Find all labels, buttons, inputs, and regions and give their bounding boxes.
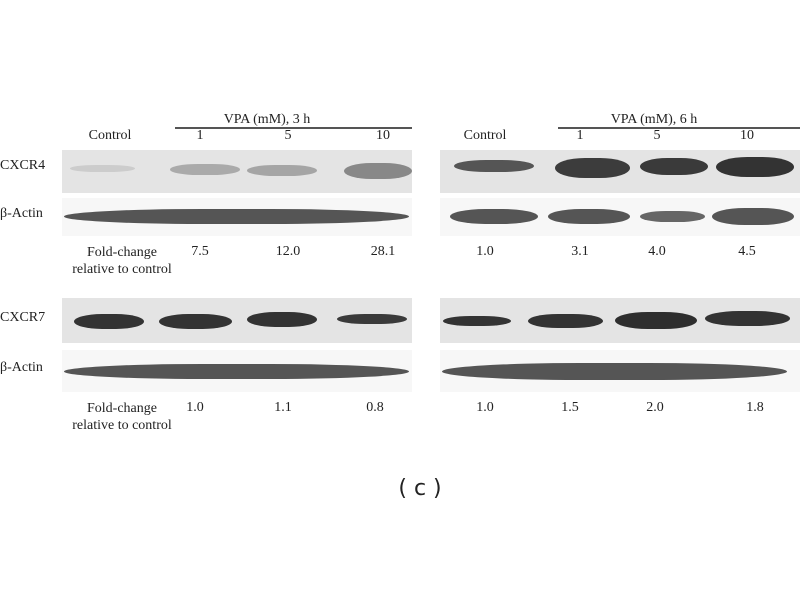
lane-label: 1: [576, 128, 584, 143]
lane-label: 1: [196, 128, 204, 143]
fold-value: 1.0: [476, 400, 494, 415]
fold-value: 28.1: [370, 244, 396, 259]
fold-value: 1.0: [186, 400, 204, 415]
fold-value: 0.8: [366, 400, 384, 415]
fold-value: 2.0: [646, 400, 664, 415]
fold-value: 1.5: [561, 400, 579, 415]
lane-label-control-3h: Control: [88, 128, 132, 143]
lane-label: 5: [653, 128, 661, 143]
blot-actin-3h: [62, 198, 412, 236]
lane-label: 10: [740, 128, 754, 143]
fold-change-label-line1: Fold-change relative to control: [72, 244, 172, 278]
protein-label-cxcr4: CXCR4: [0, 158, 46, 173]
fold-change-label-line: relative to control: [72, 418, 172, 433]
loading-label-actin: β-Actin: [0, 206, 43, 221]
panel-label: ( c ): [398, 476, 442, 501]
lane-label: 10: [376, 128, 390, 143]
group-header-3h: VPA (mM), 3 h: [223, 112, 311, 127]
fold-value: 7.5: [191, 244, 209, 259]
blot-cxcr7-6h: [440, 298, 800, 343]
fold-change-label: Fold-change relative to control: [72, 400, 172, 434]
blot-actin-6h-2: [440, 350, 800, 392]
blot-cxcr4-3h: [62, 150, 412, 193]
fold-value: 1.8: [746, 400, 764, 415]
group-bracket-3h: [175, 127, 412, 129]
lane-label-control-6h: Control: [463, 128, 507, 143]
lane-label: 5: [284, 128, 292, 143]
fold-value: 3.1: [571, 244, 589, 259]
blot-cxcr4-6h: [440, 150, 800, 193]
group-bracket-6h: [558, 127, 800, 129]
fold-value: 1.1: [274, 400, 292, 415]
fold-change-label-line: Fold-change: [87, 401, 157, 416]
blot-actin-6h: [440, 198, 800, 236]
fold-value: 4.5: [738, 244, 756, 259]
fold-change-label-line: relative to control: [72, 262, 172, 277]
blot-actin-3h-2: [62, 350, 412, 392]
fold-value: 1.0: [476, 244, 494, 259]
protein-label-cxcr7: CXCR7: [0, 310, 46, 325]
group-header-6h: VPA (mM), 6 h: [610, 112, 698, 127]
fold-value: 4.0: [648, 244, 666, 259]
fold-change-label-line: Fold-change: [87, 245, 157, 260]
loading-label-actin: β-Actin: [0, 360, 43, 375]
fold-value: 12.0: [275, 244, 301, 259]
blot-cxcr7-3h: [62, 298, 412, 343]
